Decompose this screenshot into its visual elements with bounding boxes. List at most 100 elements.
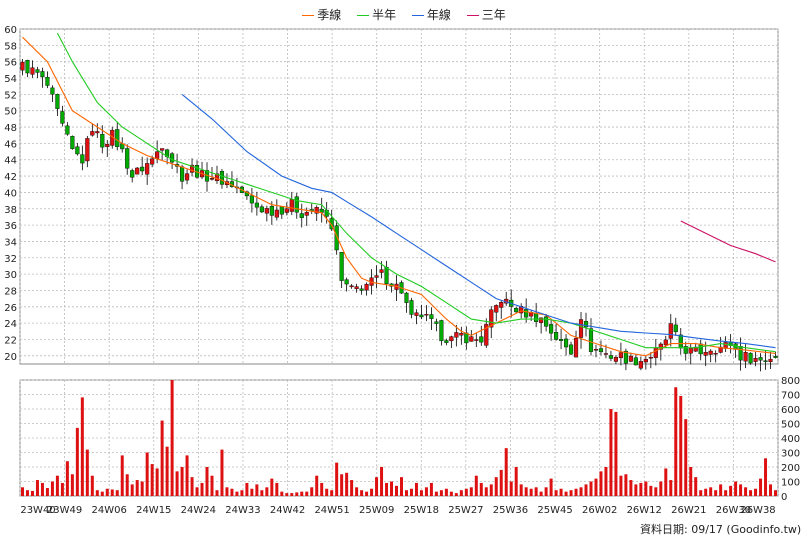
volume-bar (150, 464, 154, 496)
volume-bar (774, 490, 778, 496)
candle-body (539, 317, 544, 323)
volume-bar (484, 487, 488, 496)
volume-bar (325, 488, 329, 496)
x-tick-label: 25W09 (359, 505, 394, 516)
x-tick-label: 24W33 (225, 505, 260, 516)
volume-bar (165, 446, 169, 496)
candle-body (559, 338, 564, 341)
candle-body (613, 356, 618, 362)
volume-bar (719, 484, 723, 496)
candle-body (90, 131, 95, 136)
candle-body (334, 225, 339, 251)
volume-bar (579, 487, 583, 496)
x-tick-label: 26W12 (627, 505, 662, 516)
candle-body (40, 71, 45, 78)
price-tick-label: 20 (4, 352, 17, 363)
legend-swatch (357, 15, 370, 16)
volume-bar (549, 478, 553, 496)
volume-bar (215, 490, 219, 496)
candle-body (449, 336, 454, 342)
volume-bar (90, 475, 94, 496)
volume-bar (664, 468, 668, 496)
candle-body (130, 170, 135, 178)
volume-bar (649, 485, 653, 496)
volume-bar (305, 491, 309, 496)
volume-bar (25, 490, 29, 496)
x-tick-label: 24W06 (92, 505, 127, 516)
volume-bar (404, 490, 408, 496)
volume-bar (155, 468, 159, 496)
volume-bar (399, 477, 403, 496)
volume-bar (744, 487, 748, 496)
candle-body (374, 275, 379, 278)
volume-bar (694, 477, 698, 496)
ma-line (22, 36, 776, 357)
volume-bar (370, 488, 374, 496)
candle-body (80, 154, 85, 164)
volume-bar (285, 493, 289, 496)
volume-tick-label: 200 (781, 463, 800, 474)
volume-bar (474, 475, 478, 496)
volume-bar (355, 487, 359, 496)
volume-bar (584, 484, 588, 496)
candle-body (434, 321, 439, 324)
candle-body (180, 166, 185, 182)
price-tick-label: 26 (4, 303, 17, 314)
x-tick-label: 24W15 (136, 505, 171, 516)
candle-body (249, 195, 254, 204)
candle-body (50, 87, 55, 95)
x-tick-label: 25W36 (493, 505, 528, 516)
volume-bar (395, 485, 399, 496)
candle-body (304, 212, 309, 216)
volume-bar (180, 467, 184, 496)
candle-body (693, 346, 698, 352)
x-tick-label: 26W02 (582, 505, 617, 516)
candle-body (454, 332, 459, 338)
volume-bar (140, 481, 144, 496)
volume-tick-label: 700 (781, 391, 800, 402)
candle-body (314, 207, 319, 214)
candle-body (274, 209, 279, 218)
price-tick-label: 60 (4, 25, 17, 36)
volume-bar (459, 490, 463, 496)
volume-bar (170, 380, 174, 496)
volume-bar (30, 490, 34, 496)
candle-body (254, 202, 259, 208)
volume-bar (290, 493, 294, 496)
candle-body (279, 206, 284, 215)
volume-bar (270, 478, 274, 496)
candle-body (698, 343, 703, 355)
volume-bar (749, 490, 753, 496)
volume-bar (295, 492, 299, 496)
candle-body (494, 305, 499, 313)
candle-body (568, 344, 574, 355)
volume-bar (449, 491, 453, 496)
x-tick-label: 25W45 (537, 505, 572, 516)
candle-body (688, 348, 693, 354)
candle-body (45, 77, 50, 86)
volume-bar (260, 490, 264, 496)
candle-body (588, 328, 594, 352)
volume-tick-label: 300 (781, 449, 800, 460)
candle-body (578, 319, 584, 338)
candle-body (534, 313, 539, 322)
volume-bar (599, 471, 603, 496)
candle-body (718, 346, 723, 353)
volume-bar (35, 480, 39, 496)
candle-body (414, 312, 419, 316)
candle-body (648, 357, 653, 359)
volume-bar (365, 491, 369, 496)
candle-body (25, 60, 30, 74)
candle-body (489, 309, 494, 328)
candle-body (608, 355, 614, 359)
candle-body (484, 324, 489, 346)
candle-body (524, 309, 529, 318)
volume-bar (385, 482, 389, 496)
volume-bar (380, 467, 384, 496)
price-tick-label: 42 (4, 172, 17, 183)
legend-item-year: 年線 (411, 6, 451, 23)
candle-body (344, 279, 349, 285)
candle-body (603, 353, 609, 355)
volume-bar (519, 484, 523, 496)
x-tick-label: 24W24 (181, 505, 216, 516)
